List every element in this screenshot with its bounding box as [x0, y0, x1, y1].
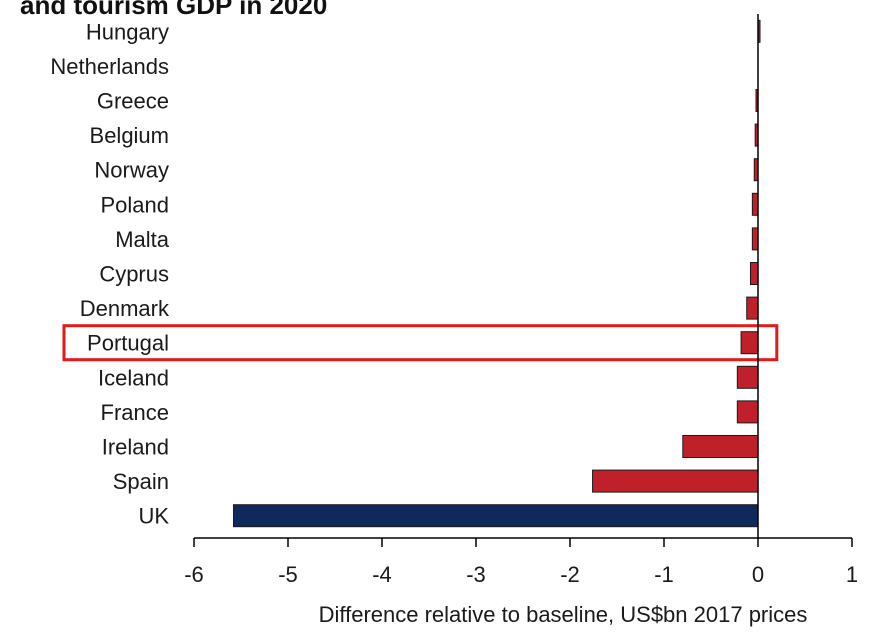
bar-malta [751, 227, 759, 251]
category-label-belgium: Belgium [90, 123, 169, 148]
category-label-greece: Greece [97, 89, 169, 114]
category-label-uk: UK [138, 504, 169, 529]
x-tick-label: -3 [466, 562, 486, 587]
bar-portugal [740, 331, 759, 355]
x-tick-label: -4 [372, 562, 392, 587]
x-tick-label: 1 [846, 562, 858, 587]
category-label-portugal: Portugal [87, 331, 169, 356]
category-label-malta: Malta [115, 227, 170, 252]
category-labels: Hungary Netherlands Greece Belgium Norway Pol… [50, 19, 170, 528]
x-tick-label: -5 [278, 562, 298, 587]
bars-group [232, 19, 761, 528]
category-label-ireland: Ireland [102, 435, 169, 460]
x-tick-label: -6 [184, 562, 204, 587]
bar-spain [592, 469, 759, 493]
x-axis-label: Difference relative to baseline, US$bn 2… [319, 602, 808, 627]
category-label-hungary: Hungary [86, 19, 169, 44]
bar-iceland [736, 365, 759, 389]
bar-poland [751, 192, 759, 216]
x-tick-label: 0 [752, 562, 764, 587]
bar-uk [232, 504, 759, 528]
category-label-poland: Poland [100, 192, 169, 217]
x-tick-label: -2 [560, 562, 580, 587]
x-tick-label: -1 [654, 562, 674, 587]
chart-title: and tourism GDP in 2020 [20, 0, 327, 20]
bar-denmark [746, 296, 759, 320]
category-label-denmark: Denmark [80, 296, 170, 321]
portugal-highlight-box [62, 324, 779, 362]
category-label-spain: Spain [113, 469, 169, 494]
category-label-cyprus: Cyprus [99, 262, 169, 287]
category-label-france: France [101, 400, 169, 425]
x-axis-ticks: -6 -5 -4 -3 -2 -1 0 1 [184, 538, 858, 587]
category-label-norway: Norway [94, 158, 169, 183]
bar-cyprus [749, 262, 759, 285]
category-label-iceland: Iceland [98, 365, 169, 390]
bar-ireland [682, 435, 759, 458]
bar-france [736, 400, 759, 424]
category-label-netherlands: Netherlands [50, 54, 169, 79]
